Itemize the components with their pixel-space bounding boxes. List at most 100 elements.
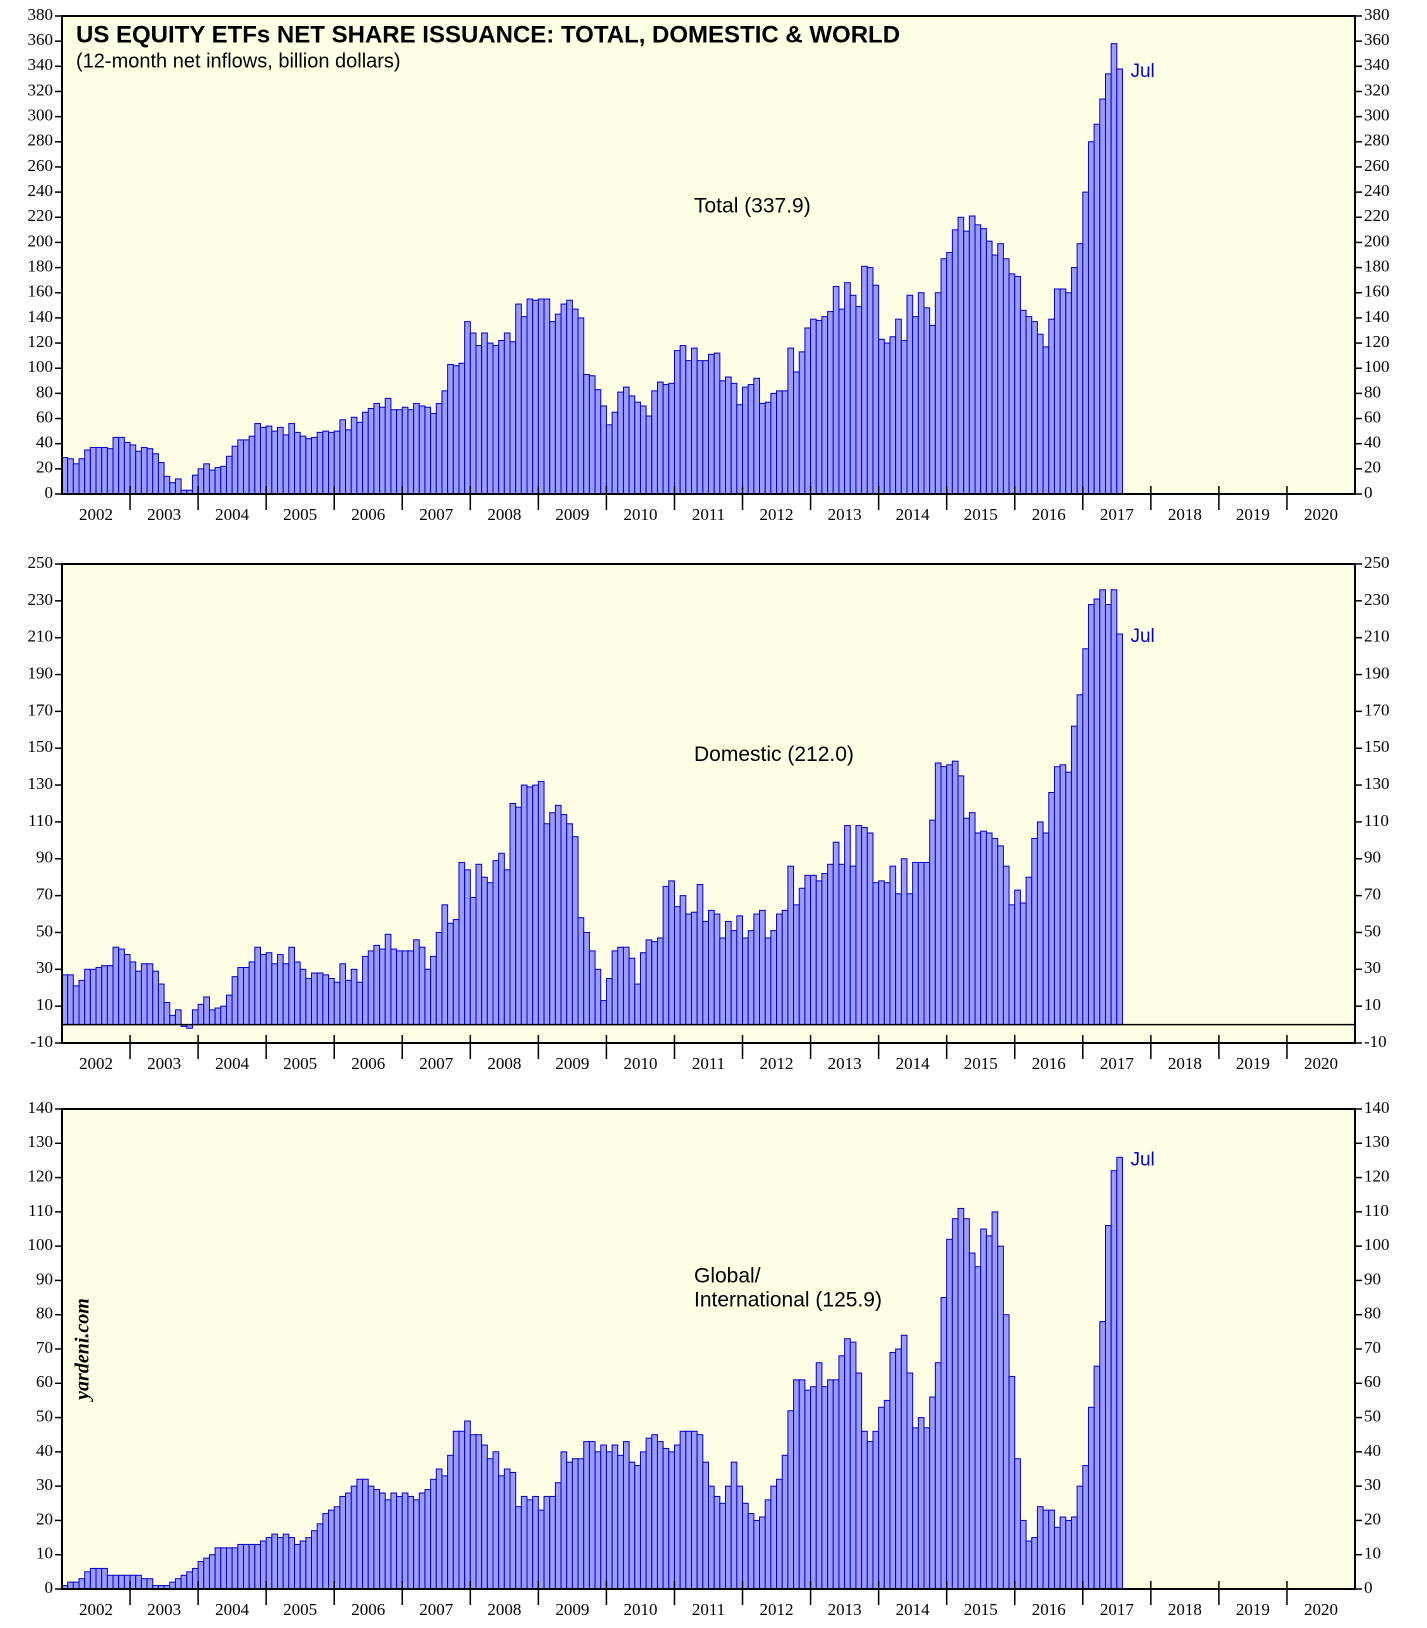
y-tick-label: 60 <box>36 1372 53 1391</box>
bar <box>1070 267 1078 495</box>
bar <box>1036 821 1044 1026</box>
bar <box>203 463 210 495</box>
bar <box>764 937 772 1026</box>
y-tick-label: 380 <box>1364 5 1390 24</box>
bar <box>696 884 704 1026</box>
bar <box>259 1540 267 1590</box>
x-tick-label: 2020 <box>1304 1054 1338 1073</box>
bar <box>855 825 863 1026</box>
bar <box>305 978 313 1026</box>
bar <box>469 332 477 495</box>
y-tick-label: 160 <box>28 282 54 301</box>
bar <box>934 762 942 1026</box>
y-tick-label: 260 <box>28 156 54 175</box>
bar <box>656 381 664 495</box>
x-tick-label: 2013 <box>828 505 862 524</box>
y-tick-label: 100 <box>28 1235 54 1254</box>
bar <box>821 316 829 495</box>
bar <box>588 375 596 495</box>
bar <box>912 1427 919 1590</box>
bar <box>668 1451 675 1590</box>
bar <box>135 970 142 1026</box>
bar <box>991 1211 999 1590</box>
bar <box>560 814 568 1026</box>
bar <box>311 972 318 1026</box>
bar <box>475 345 483 495</box>
y-tick-label: 100 <box>28 357 54 376</box>
bar <box>299 968 307 1026</box>
bar <box>271 430 279 495</box>
bar <box>356 981 364 1026</box>
bar <box>1019 1519 1027 1590</box>
y-tick-label: 360 <box>28 30 54 49</box>
bar <box>458 1430 466 1590</box>
bar <box>237 439 244 495</box>
bar <box>430 412 437 495</box>
bar <box>118 948 125 1026</box>
bar <box>798 1379 806 1590</box>
bar <box>418 1492 426 1590</box>
bar <box>827 863 834 1026</box>
bar <box>753 913 761 1026</box>
bar <box>203 996 210 1026</box>
y-tick-label: 40 <box>36 433 53 452</box>
bar <box>129 961 137 1026</box>
x-tick-label: 2018 <box>1168 505 1202 524</box>
bar <box>1002 258 1010 495</box>
bar <box>963 1218 970 1590</box>
bar <box>1059 1516 1067 1590</box>
bar <box>759 1516 766 1590</box>
bar <box>566 299 573 495</box>
bar <box>549 812 556 1026</box>
x-tick-label: 2017 <box>1100 1600 1135 1619</box>
x-tick-label: 2004 <box>215 1600 250 1619</box>
bar <box>515 806 522 1026</box>
bar <box>776 913 783 1026</box>
bar <box>106 1574 114 1590</box>
bar <box>656 1441 664 1590</box>
bar <box>225 994 233 1026</box>
bar <box>566 823 573 1026</box>
bar <box>197 468 205 495</box>
bar <box>413 1499 420 1590</box>
bar <box>1093 1365 1101 1590</box>
bar <box>690 347 698 495</box>
bar <box>441 390 449 495</box>
bar <box>1059 288 1067 495</box>
bar <box>208 1009 216 1026</box>
bar <box>265 1537 273 1590</box>
bar <box>220 465 227 495</box>
bar <box>532 299 539 495</box>
bar <box>968 215 976 495</box>
bar <box>537 1509 545 1590</box>
bar <box>985 1235 993 1590</box>
series-label: International (125.9) <box>694 1289 882 1312</box>
bar <box>974 224 982 495</box>
bar <box>702 920 709 1026</box>
x-tick-label: 2002 <box>79 505 113 524</box>
x-tick-label: 2017 <box>1100 505 1135 524</box>
bar <box>265 952 273 1026</box>
bar <box>271 963 279 1026</box>
bar <box>413 939 420 1026</box>
bar <box>900 340 908 495</box>
bar <box>180 1574 188 1590</box>
bar <box>725 920 732 1026</box>
bar <box>299 435 307 495</box>
bar <box>1076 243 1084 495</box>
y-tick-label: 50 <box>36 921 53 940</box>
bar <box>571 1458 579 1590</box>
x-tick-label: 2003 <box>147 1600 181 1619</box>
bar <box>282 434 290 495</box>
bar <box>957 1207 965 1590</box>
bar <box>781 1454 789 1590</box>
bar <box>509 803 517 1026</box>
bar <box>112 1574 120 1590</box>
y-tick-label: 0 <box>45 1578 54 1597</box>
bar <box>554 1482 562 1590</box>
y-tick-label: 280 <box>28 131 54 150</box>
y-tick-label: 170 <box>1364 700 1390 719</box>
x-tick-label: 2019 <box>1236 505 1270 524</box>
x-tick-label: 2004 <box>215 1054 250 1073</box>
bar <box>571 836 579 1026</box>
